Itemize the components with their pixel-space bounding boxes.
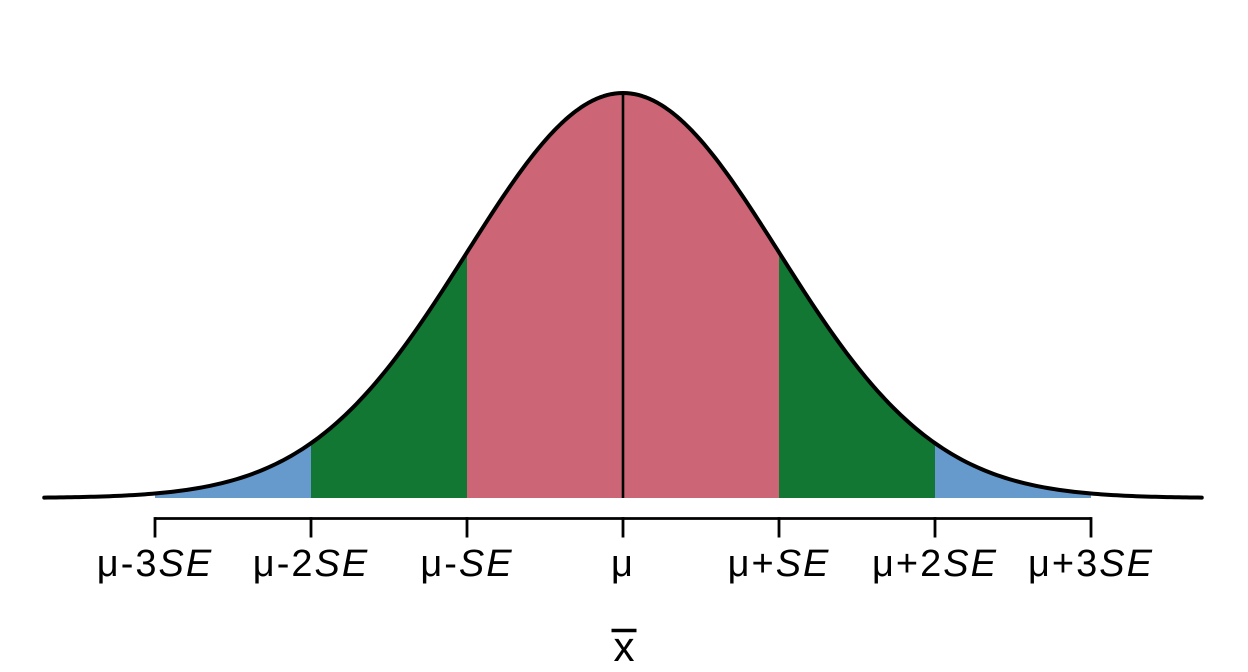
x-axis-title: x [611,623,637,670]
x-bar-label: x [614,623,635,670]
tick-label-μ-3SE: μ-3SE [97,543,213,585]
x-axis-tick-labels: μ-3SE μ-2SE μ-SE μ μ+SE μ+2SE μ+3SE [97,543,1154,585]
tick-label-μ+2SE: μ+2SE [872,543,998,585]
tick-label-μ-SE: μ-SE [420,543,513,585]
band-plus2-to-plus3 [935,443,1091,498]
band-minus3-to-minus2 [155,443,311,498]
tick-label-μ-2SE: μ-2SE [253,543,369,585]
tick-label-μ+3SE: μ+3SE [1028,543,1154,585]
tick-label-μ+SE: μ+SE [728,543,831,585]
normal-curve-outline [42,91,1204,500]
x-axis-ruler [153,517,1093,538]
tick-label-μ: μ [611,543,635,585]
